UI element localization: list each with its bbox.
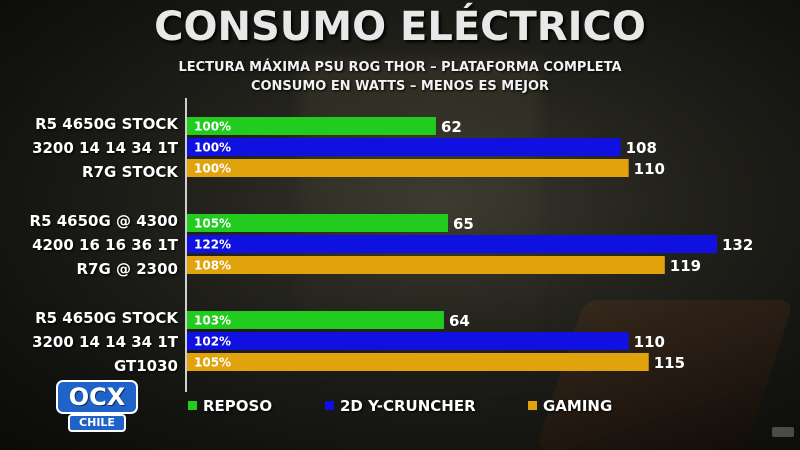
bar-percent-label-ycruncher-group-1: 100%: [194, 141, 231, 155]
bar-reposo-group-1: [187, 117, 436, 135]
chart-title: CONSUMO ELÉCTRICO: [154, 4, 646, 50]
group-3-line-2: 3200 14 14 34 1T: [32, 333, 178, 351]
bar-ycruncher-group-2: [187, 235, 717, 253]
bar-percent-label-reposo-group-3: 103%: [194, 314, 231, 328]
bar-ycruncher-group-1: [187, 138, 621, 156]
bar-percent-label-gaming-group-2: 108%: [194, 259, 231, 273]
bar-value-label-gaming-group-1: 110: [634, 160, 665, 178]
legend-item-ycruncher: 2D Y-CRUNCHER: [325, 397, 476, 415]
bar-percent-label-gaming-group-3: 105%: [194, 356, 231, 370]
bar-value-label-reposo-group-3: 64: [449, 312, 470, 330]
bar-percent-label-ycruncher-group-2: 122%: [194, 238, 231, 252]
legend-swatch-ycruncher: [325, 401, 334, 410]
bar-value-label-reposo-group-2: 65: [453, 215, 474, 233]
bar-value-label-ycruncher-group-2: 132: [722, 236, 753, 254]
group-label-1: R5 4650G STOCK 3200 14 14 34 1T R7G STOC…: [0, 112, 178, 184]
legend-item-reposo: REPOSO: [188, 397, 272, 415]
logo-sub-text: CHILE: [68, 414, 126, 432]
bar-percent-label-reposo-group-2: 105%: [194, 217, 231, 231]
bar-gaming-group-3: [187, 353, 649, 371]
bar-value-label-gaming-group-3: 115: [654, 354, 685, 372]
bar-percent-label-reposo-group-1: 100%: [194, 120, 231, 134]
bar-value-label-gaming-group-2: 119: [670, 257, 701, 275]
bar-percent-label-ycruncher-group-3: 102%: [194, 335, 231, 349]
chart-subtitle-1: LECTURA MÁXIMA PSU ROG THOR – PLATAFORMA…: [178, 60, 622, 75]
group-label-3: R5 4650G STOCK 3200 14 14 34 1T GT1030: [0, 306, 178, 378]
bar-value-label-reposo-group-1: 62: [441, 118, 462, 136]
bar-gaming-group-1: [187, 159, 629, 177]
legend-label-gaming: GAMING: [543, 397, 613, 415]
legend-swatch-gaming: [528, 401, 537, 410]
group-2-line-3: R7G @ 2300: [76, 260, 179, 278]
legend-label-reposo: REPOSO: [203, 397, 273, 415]
legend-item-gaming: GAMING: [528, 397, 612, 415]
bar-gaming-group-2: [187, 256, 665, 274]
bar-reposo-group-2: [187, 214, 448, 232]
ocx-chile-logo: OCX CHILE: [56, 380, 138, 436]
bar-value-label-ycruncher-group-3: 110: [634, 333, 665, 351]
group-2-line-2: 4200 16 16 36 1T: [32, 236, 178, 254]
group-1-line-2: 3200 14 14 34 1T: [32, 139, 178, 157]
group-1-line-3: R7G STOCK: [82, 163, 178, 181]
bar-ycruncher-group-3: [187, 332, 629, 350]
legend-label-ycruncher: 2D Y-CRUNCHER: [340, 397, 476, 415]
group-3-line-3: GT1030: [113, 357, 178, 375]
group-1-line-1: R5 4650G STOCK: [35, 115, 178, 133]
group-3-line-1: R5 4650G STOCK: [35, 309, 178, 327]
group-2-line-1: R5 4650G @ 4300: [29, 212, 178, 230]
chart-subtitle-2: CONSUMO EN WATTS – MENOS ES MEJOR: [250, 79, 550, 94]
group-label-2: R5 4650G @ 4300 4200 16 16 36 1T R7G @ 2…: [0, 209, 178, 281]
bar-percent-label-gaming-group-1: 100%: [194, 162, 231, 176]
bar-reposo-group-3: [187, 311, 444, 329]
bar-value-label-ycruncher-group-1: 108: [626, 139, 657, 157]
logo-main-text: OCX: [56, 380, 138, 414]
legend-swatch-reposo: [188, 401, 197, 410]
corner-watermark: [772, 427, 794, 437]
